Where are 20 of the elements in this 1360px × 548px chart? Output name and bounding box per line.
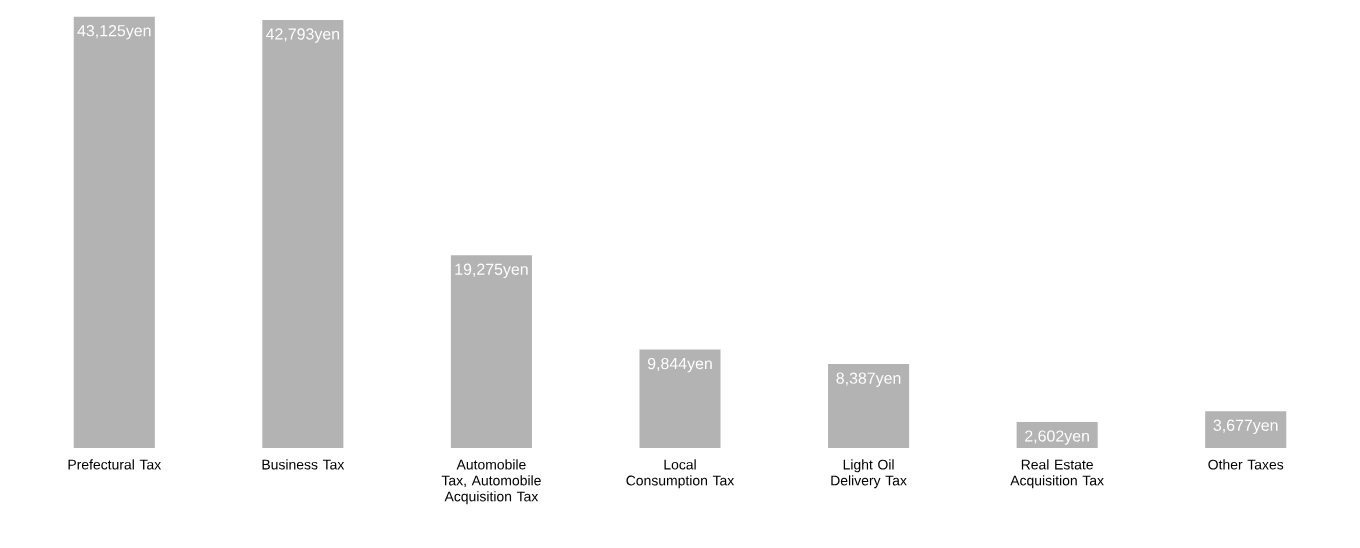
x-tick-label: Light Oil Delivery Tax: [831, 459, 907, 489]
data-label: 43,125yen: [77, 25, 151, 40]
x-tick-label: Automobile Tax, Automobile Acquisition Tax: [441, 459, 541, 505]
data-label: 3,677yen: [1213, 419, 1278, 435]
data-label: 19,275yen: [455, 263, 528, 279]
data-label: 8,387yen: [836, 372, 901, 387]
x-tick-label: Prefectural Tax: [68, 459, 162, 470]
bar: [450, 255, 532, 448]
data-label: 42,793yen: [266, 28, 340, 43]
bar: [262, 19, 344, 448]
x-tick-label: Business Tax: [262, 459, 345, 470]
bar: [639, 349, 721, 448]
bar: [1205, 411, 1287, 448]
data-label: 9,844yen: [647, 357, 712, 373]
x-tick-label: Other Taxes: [1208, 459, 1284, 470]
bar: [828, 364, 910, 448]
x-tick-label: Local Consumption Tax: [626, 459, 735, 489]
x-tick-label: Real Estate Acquisition Tax: [1010, 459, 1104, 489]
data-label: 2,602yen: [1025, 430, 1089, 445]
bar: [73, 16, 155, 448]
